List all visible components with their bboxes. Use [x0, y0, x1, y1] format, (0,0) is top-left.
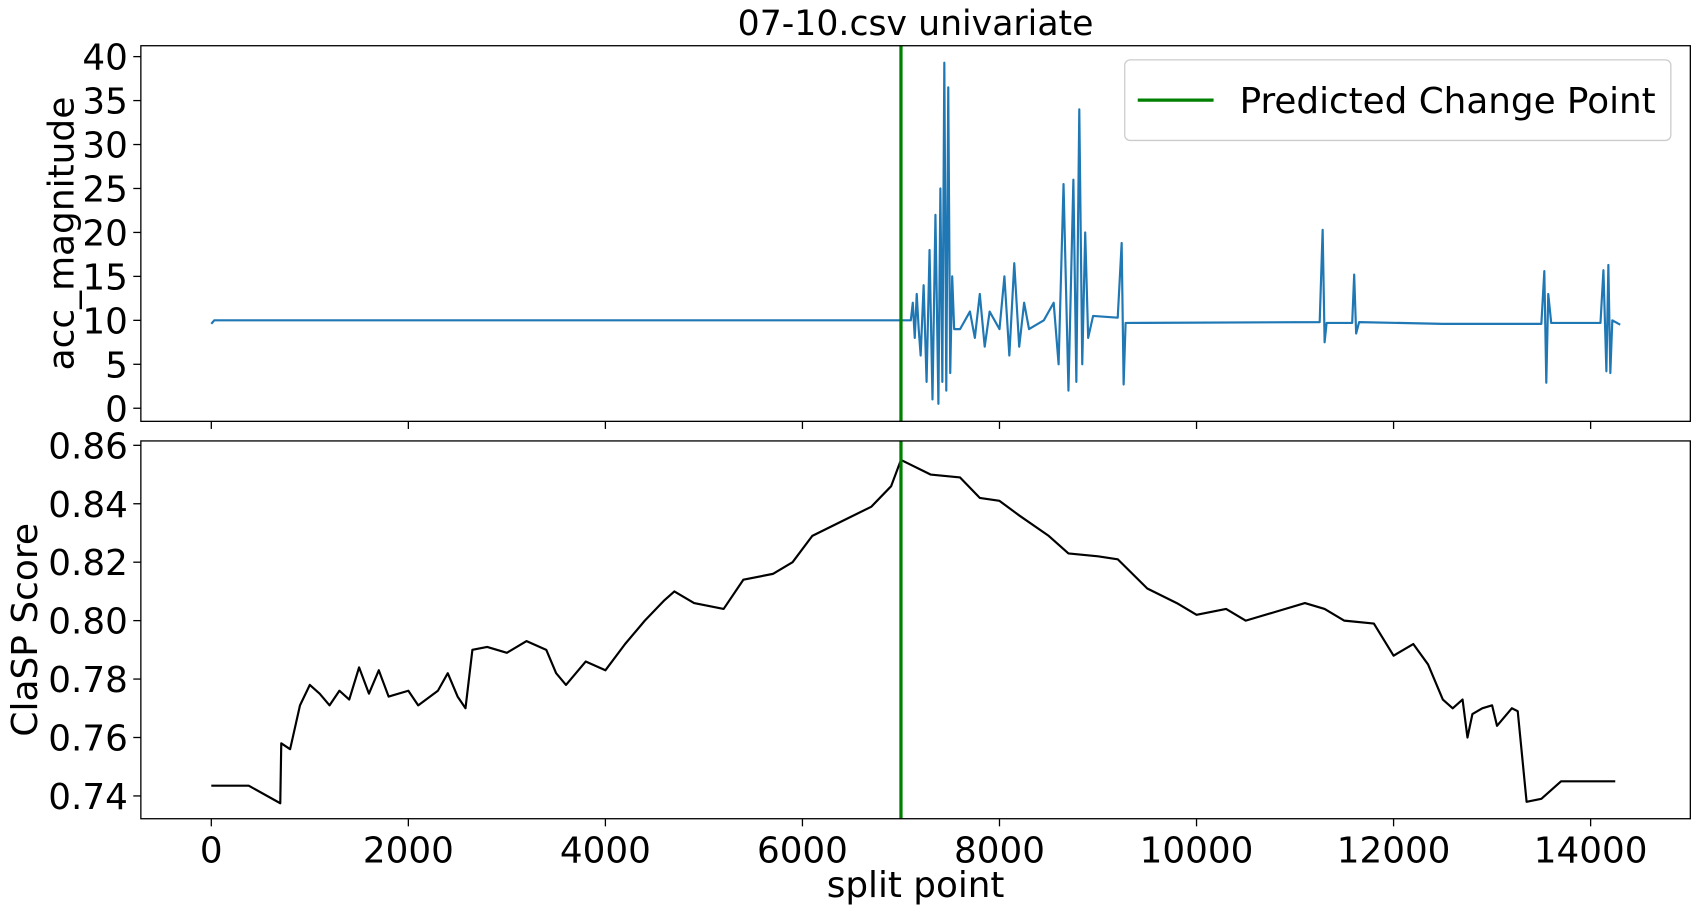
- legend-box: [1124, 59, 1672, 142]
- y-tick-label: 0.84: [48, 485, 128, 526]
- x-tick-label: 6000: [757, 830, 848, 871]
- y-tick-label: 0.74: [48, 777, 128, 818]
- x-axis-label: split point: [827, 865, 1005, 906]
- axes-frame: [140, 45, 1691, 422]
- x-tick-label: 4000: [560, 830, 651, 871]
- x-tick-label: 12000: [1337, 830, 1451, 871]
- data-line: [211, 458, 1616, 805]
- y-tick-label: 0.82: [48, 543, 128, 584]
- legend-label: Predicted Change Point: [1240, 81, 1656, 122]
- data-line: [210, 61, 1621, 405]
- y-axis-label: acc_magnitude: [42, 97, 83, 371]
- y-tick-label: 0.86: [48, 426, 128, 467]
- y-tick-label: 40: [82, 38, 127, 79]
- x-tick-label: 0: [200, 830, 223, 871]
- y-tick-label: 0: [105, 389, 128, 430]
- axes-frame: [140, 440, 1691, 820]
- x-tick-label: 8000: [954, 830, 1045, 871]
- y-tick-label: 35: [82, 82, 127, 123]
- x-tick-label: 14000: [1534, 830, 1648, 871]
- y-tick-label: 5: [105, 345, 128, 386]
- y-tick-label: 25: [82, 169, 127, 210]
- y-tick-label: 20: [82, 213, 127, 254]
- y-tick-label: 30: [82, 126, 127, 167]
- chart-title: 07-10.csv univariate: [738, 4, 1094, 44]
- x-tick-label: 2000: [363, 830, 454, 871]
- y-tick-label: 10: [82, 301, 127, 342]
- x-tick-label: 10000: [1140, 830, 1254, 871]
- y-tick-label: 15: [82, 257, 127, 298]
- y-tick-label: 0.80: [48, 602, 128, 643]
- y-tick-label: 0.78: [48, 660, 128, 701]
- y-tick-label: 0.76: [48, 718, 128, 759]
- y-axis-label: ClaSP Score: [5, 523, 46, 737]
